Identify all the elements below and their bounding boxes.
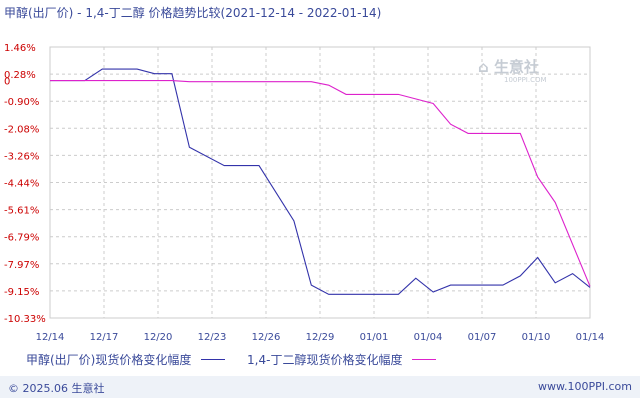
legend-swatch-methanol [201, 359, 226, 360]
y-tick-label: 0.28% [4, 70, 36, 81]
y-tick-label: -3.26% [4, 151, 39, 162]
y-tick-label: -5.61% [4, 206, 39, 217]
series-line-1 [50, 68, 591, 295]
x-tick-label: 12/26 [252, 332, 281, 343]
y-tick-label: 1.46% [4, 43, 36, 54]
y-tick-label: -7.97% [4, 260, 39, 271]
series-line-2 [50, 80, 591, 287]
watermark-logo: ⌂ 生意社 [478, 58, 539, 76]
x-tick-label: 01/14 [576, 332, 605, 343]
y-tick-label: -6.79% [4, 233, 39, 244]
x-tick-label: 12/23 [198, 332, 227, 343]
y-tick-label: -2.08% [4, 124, 39, 135]
legend-label-methanol: 甲醇(出厂价)现货价格变化幅度 [26, 353, 192, 367]
copyright-text: © 2025.06 生意社 [8, 382, 105, 395]
x-tick-label: 12/17 [90, 332, 119, 343]
y-tick-label: -0.90% [4, 97, 39, 108]
watermark-sub: 100PPI.COM [504, 76, 547, 84]
y-tick-label: -10.33% [4, 314, 46, 325]
x-tick-label: 01/07 [468, 332, 497, 343]
x-tick-label: 12/14 [36, 332, 65, 343]
x-tick-label: 01/10 [522, 332, 551, 343]
legend-label-butanediol: 1,4-丁二醇现货价格变化幅度 [247, 353, 403, 367]
y-tick-label: -4.44% [4, 179, 39, 190]
legend-swatch-butanediol [412, 359, 437, 360]
x-tick-label: 12/20 [144, 332, 173, 343]
footer-bar: © 2025.06 生意社 www.100PPI.com [0, 376, 640, 398]
site-link[interactable]: www.100PPI.com [538, 380, 632, 393]
x-tick-label: 12/29 [306, 332, 335, 343]
x-tick-label: 01/04 [414, 332, 443, 343]
chart-legend: 甲醇(出厂价)现货价格变化幅度 1,4-丁二醇现货价格变化幅度 [26, 351, 454, 368]
y-tick-label: -9.15% [4, 287, 39, 298]
y-zero-label: 0 [4, 77, 10, 88]
x-tick-label: 01/01 [360, 332, 389, 343]
chart-title: 甲醇(出厂价) - 1,4-丁二醇 价格趋势比较(2021-12-14 - 20… [4, 6, 382, 20]
